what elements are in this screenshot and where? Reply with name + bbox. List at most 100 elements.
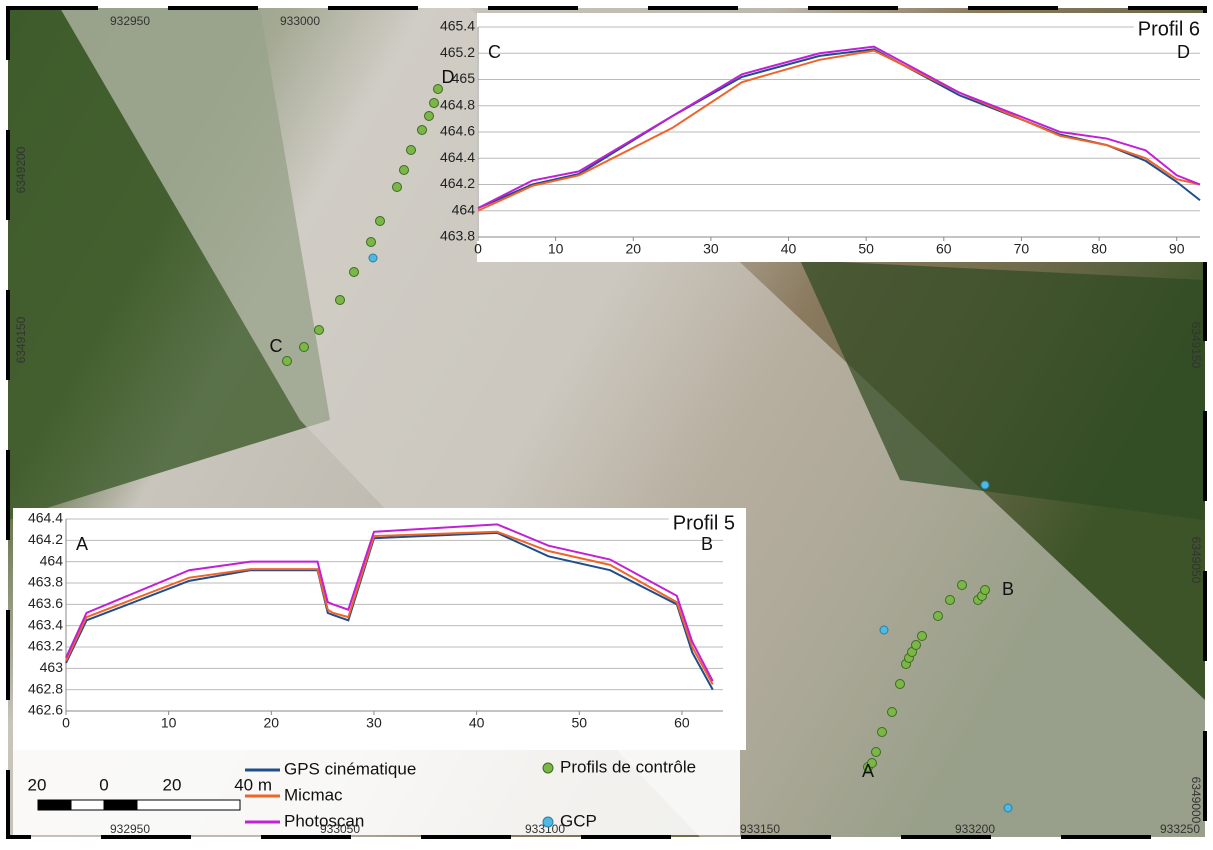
control-point [912, 641, 921, 650]
y-tick-label: 465 [452, 70, 476, 86]
coord-label: 933150 [740, 822, 780, 836]
scale-segment [71, 800, 104, 810]
x-tick-label: 0 [62, 715, 70, 731]
annotation: A [76, 534, 88, 554]
control-point [425, 112, 434, 121]
legend-label: Photoscan [284, 811, 364, 830]
control-point [918, 632, 927, 641]
chart-title: Profil 6 [1138, 18, 1200, 40]
legend-swatch [543, 817, 553, 827]
control-point [350, 268, 359, 277]
y-tick-label: 462.6 [28, 702, 63, 718]
annotation: B [701, 534, 713, 554]
coord-label: 932950 [110, 822, 150, 836]
x-tick-label: 90 [1169, 241, 1185, 257]
y-tick-label: 465.4 [440, 18, 475, 34]
control-point [958, 581, 967, 590]
control-point [872, 748, 881, 757]
gcp-point [880, 626, 888, 634]
y-tick-label: 464 [40, 552, 64, 568]
map: 9329509330009329509330509331009331509332… [0, 0, 1213, 845]
coord-label: 6349000 [1189, 777, 1203, 824]
x-tick-label: 10 [161, 715, 177, 731]
control-point [376, 217, 385, 226]
x-tick-label: 60 [936, 241, 952, 257]
y-tick-label: 462.8 [28, 680, 63, 696]
x-tick-label: 40 [469, 715, 485, 731]
scale-segment [104, 800, 137, 810]
control-point [367, 238, 376, 247]
y-tick-label: 463.2 [28, 638, 63, 654]
scale-label: 20 [28, 775, 47, 794]
legend-label: GPS cinématique [284, 759, 416, 778]
legend-swatch [543, 763, 553, 773]
control-point [934, 612, 943, 621]
chart-panel [13, 508, 746, 750]
control-point [981, 586, 990, 595]
point-label: C [270, 336, 283, 356]
y-tick-label: 464 [452, 201, 476, 217]
control-point [896, 680, 905, 689]
x-tick-label: 30 [703, 241, 719, 257]
x-tick-label: 20 [625, 241, 641, 257]
legend-label: GCP [560, 811, 597, 830]
x-tick-label: 20 [264, 715, 280, 731]
scale-label: 40 m [234, 775, 272, 794]
point-label: B [1002, 579, 1014, 599]
legend-label: Micmac [284, 785, 343, 804]
x-tick-label: 50 [571, 715, 587, 731]
y-tick-label: 463.4 [28, 616, 63, 632]
control-point [283, 357, 292, 366]
control-point [300, 343, 309, 352]
coord-label: 932950 [110, 14, 150, 28]
y-tick-label: 464.2 [28, 531, 63, 547]
x-tick-label: 0 [474, 241, 482, 257]
control-point [430, 99, 439, 108]
control-point [878, 728, 887, 737]
control-point [400, 166, 409, 175]
control-point [336, 296, 345, 305]
chart-title: Profil 5 [673, 512, 735, 534]
gcp-point [981, 481, 989, 489]
y-tick-label: 464.8 [440, 96, 475, 112]
control-point [315, 326, 324, 335]
scale-label: 0 [99, 775, 108, 794]
y-tick-label: 463 [40, 659, 64, 675]
annotation: C [488, 42, 501, 62]
gcp-point [1004, 804, 1012, 812]
y-tick-label: 465.2 [440, 44, 475, 60]
y-tick-label: 464.6 [440, 123, 475, 139]
legend-label: Profils de contrôle [560, 757, 696, 776]
annotation: D [1177, 42, 1190, 62]
coord-label: 933000 [280, 14, 320, 28]
y-tick-label: 464.4 [440, 149, 475, 165]
gcp-point [369, 254, 377, 262]
coord-label: 6349200 [14, 146, 28, 193]
coord-label: 6349050 [1189, 537, 1203, 584]
control-point [946, 596, 955, 605]
scale-label: 20 [163, 775, 182, 794]
x-tick-label: 10 [548, 241, 564, 257]
coord-label: 6349150 [1189, 322, 1203, 369]
y-tick-label: 464.4 [28, 510, 63, 526]
x-tick-label: 70 [1014, 241, 1030, 257]
y-tick-label: 464.2 [440, 175, 475, 191]
point-label: A [862, 761, 874, 781]
scale-segment [38, 800, 71, 810]
x-tick-label: 80 [1091, 241, 1107, 257]
y-tick-label: 463.6 [28, 595, 63, 611]
scale-segment [137, 800, 240, 810]
coord-label: 933200 [955, 822, 995, 836]
control-point [407, 146, 416, 155]
coord-label: 933250 [1160, 822, 1200, 836]
coord-label: 6349150 [14, 316, 28, 363]
y-tick-label: 463.8 [28, 574, 63, 590]
control-point [393, 183, 402, 192]
x-tick-label: 60 [674, 715, 690, 731]
y-tick-label: 463.8 [440, 228, 475, 244]
x-tick-label: 50 [858, 241, 874, 257]
control-point [888, 708, 897, 717]
control-point [418, 126, 427, 135]
x-tick-label: 30 [366, 715, 382, 731]
x-tick-label: 40 [781, 241, 797, 257]
